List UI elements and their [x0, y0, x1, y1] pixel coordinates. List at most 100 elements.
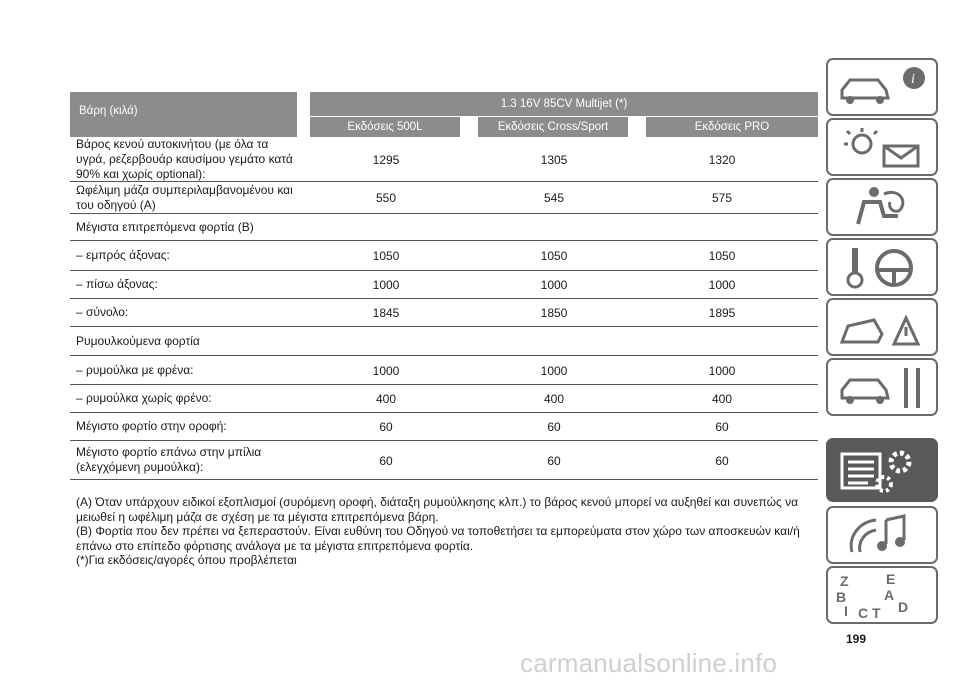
- table-header: Βάρη (κιλά) 1.3 16V 85CV Multijet (*) Εκ…: [70, 92, 818, 137]
- header-weights-label: Βάρη (κιλά): [79, 105, 138, 117]
- tab-safety[interactable]: [826, 178, 938, 236]
- row-label: Μέγιστο φορτίο επάνω στην μπίλια (ελεγχόμ…: [76, 445, 301, 475]
- row-value: 1050: [540, 249, 568, 263]
- tab-technical-data[interactable]: [826, 438, 938, 502]
- index-letter: D: [898, 599, 908, 615]
- row-label-line: – ρυμούλκα με φρένα:: [76, 362, 194, 377]
- row-value: 1320: [708, 152, 736, 167]
- row-label-line: 90% και χωρίς optional):: [76, 166, 206, 181]
- row-value: 1000: [540, 363, 568, 378]
- row-value: 1000: [372, 363, 400, 378]
- tab-car-info[interactable]: i: [826, 58, 938, 116]
- index-letter: A: [884, 587, 894, 603]
- row-label: – πίσω άξονας:: [76, 277, 301, 292]
- row-label: Μέγιστα επιτρεπόμενα φορτία (B): [76, 220, 301, 235]
- tab-starting-driving[interactable]: [826, 238, 938, 296]
- table-row: – ρυμούλκα χωρίς φρένο: 400 400 400: [70, 385, 818, 413]
- row-value: 575: [711, 191, 733, 205]
- footnote-line: (B) Φορτία που δεν πρέπει να ξεπεραστούν…: [76, 524, 800, 538]
- row-label-line: Μέγιστο φορτίο επάνω στην μπίλια: [76, 445, 262, 459]
- table-row: – πίσω άξονας: 1000 1000 1000: [70, 271, 818, 299]
- row-label-line: Ωφέλιμη μάζα συμπεριλαμβανομένου και: [76, 182, 293, 197]
- header-engine-cell: 1.3 16V 85CV Multijet (*): [310, 92, 818, 116]
- table-row: Μέγιστο φορτίο στην οροφή: 60 60 60: [70, 413, 818, 441]
- row-label-line: – ρυμούλκα χωρίς φρένο:: [76, 391, 212, 405]
- footnote-line: μειωθεί η ωφέλιμη μάζα σε σχέση με τα μέ…: [76, 509, 439, 524]
- row-value: 1000: [372, 278, 400, 292]
- row-label-line: του οδηγού (A): [76, 197, 156, 212]
- table-row: Μέγιστα επιτρεπόμενα φορτία (B): [70, 214, 818, 241]
- weights-table: Βάρη (κιλά) 1.3 16V 85CV Multijet (*) Εκ…: [70, 92, 818, 480]
- table-row: Βάρος κενού αυτοκινήτου (με όλα τα υγρά, …: [70, 137, 818, 182]
- table-row: Ρυμουλκούμενα φορτία: [70, 327, 818, 356]
- index-letter: I: [844, 603, 848, 619]
- index-letter: E: [886, 571, 895, 587]
- row-label-line: Ρυμουλκούμενα φορτία: [76, 333, 200, 348]
- row-value: 1895: [708, 306, 736, 320]
- svg-text:i: i: [911, 72, 915, 87]
- tab-multimedia[interactable]: [826, 506, 938, 564]
- table-row: – ρυμούλκα με φρένα: 1000 1000 1000: [70, 356, 818, 385]
- row-label: – εμπρός άξονας:: [76, 248, 301, 263]
- header-left-cell: Βάρη (κιλά): [70, 92, 297, 137]
- multimedia-music-icon: [849, 514, 906, 553]
- row-value: 1295: [372, 152, 400, 167]
- row-label: – σύνολο:: [76, 305, 301, 320]
- row-value: 1305: [540, 152, 568, 167]
- watermark: carmanualsonline.info: [520, 648, 778, 678]
- index-letter: T: [872, 605, 881, 621]
- subheader-cross-sport: Εκδόσεις Cross/Sport: [478, 117, 628, 137]
- footnote-line: επάνω στο επίπεδο φόρτισης ανάλογα με τα…: [76, 538, 474, 553]
- row-value: 60: [715, 420, 729, 434]
- warning-lights-message-icon: [844, 128, 920, 168]
- row-value: 1000: [708, 278, 736, 292]
- row-label-line: Μέγιστο φορτίο στην οροφή:: [76, 419, 227, 433]
- car-breakdown-warning-icon: [839, 314, 921, 346]
- subheader-pro: Εκδόσεις PRO: [646, 117, 818, 137]
- table-row: – εμπρός άξονας: 1050 1050 1050: [70, 241, 818, 271]
- row-value: 545: [543, 191, 565, 205]
- index-letter: Z: [840, 573, 849, 589]
- row-value: 1845: [372, 306, 400, 320]
- table-row: Ωφέλιμη μάζα συμπεριλαμβανομένου και του …: [70, 182, 818, 214]
- row-value: 60: [715, 453, 729, 468]
- row-value: 400: [543, 392, 565, 406]
- table-body: Βάρος κενού αυτοκινήτου (με όλα τα υγρά, …: [70, 137, 818, 480]
- row-value: 1850: [540, 306, 568, 320]
- technical-data-gears-icon: [840, 450, 912, 493]
- row-value: 550: [375, 191, 397, 205]
- tab-emergency[interactable]: [826, 298, 938, 356]
- subheader-500l: Εκδόσεις 500L: [310, 117, 460, 137]
- row-label-line: Βάρος κενού αυτοκινήτου (με όλα τα: [76, 136, 269, 151]
- row-value: 1000: [540, 278, 568, 292]
- row-label: Μέγιστο φορτίο στην οροφή:: [76, 419, 301, 434]
- row-label-line: υγρά, ρεζερβουάρ καυσίμου γεμάτο κατά: [76, 151, 293, 166]
- index-letter: C: [858, 605, 868, 621]
- row-value: 60: [547, 453, 561, 468]
- row-label: – ρυμούλκα χωρίς φρένο:: [76, 391, 301, 406]
- tab-warning-lights[interactable]: [826, 118, 938, 176]
- car-info-icon: i: [840, 67, 925, 104]
- row-label-line: Μέγιστα επιτρεπόμενα φορτία (B): [76, 219, 254, 234]
- index-letter: B: [836, 589, 846, 605]
- row-label-line: – σύνολο:: [76, 305, 129, 319]
- tab-maintenance[interactable]: [826, 358, 938, 416]
- alphabetical-index-icon: Z E B A I C D T: [836, 571, 908, 621]
- row-value: 1050: [708, 249, 736, 263]
- table-row: – σύνολο: 1845 1850 1895: [70, 299, 818, 327]
- row-value: 60: [379, 420, 393, 434]
- table-row: Μέγιστο φορτίο επάνω στην μπίλια (ελεγχόμ…: [70, 441, 818, 480]
- footnotes: (A) Όταν υπάρχουν ειδικοί εξοπλισμοί (συ…: [76, 495, 821, 568]
- page-number: 199: [846, 632, 867, 646]
- footnote-line: (*)Για εκδόσεις/αγορές όπου προβλέπεται: [76, 553, 297, 567]
- row-value: 400: [375, 392, 397, 406]
- car-maintenance-tools-icon: [840, 368, 920, 408]
- row-label-line: – πίσω άξονας:: [76, 277, 158, 291]
- row-value: 400: [711, 392, 733, 406]
- row-value: 1000: [708, 363, 736, 378]
- row-label-line: – εμπρός άξονας:: [76, 248, 170, 262]
- row-label: Ρυμουλκούμενα φορτία: [76, 334, 301, 349]
- row-label: Ωφέλιμη μάζα συμπεριλαμβανομένου και του …: [76, 183, 301, 213]
- key-steering-wheel-icon: [846, 248, 913, 289]
